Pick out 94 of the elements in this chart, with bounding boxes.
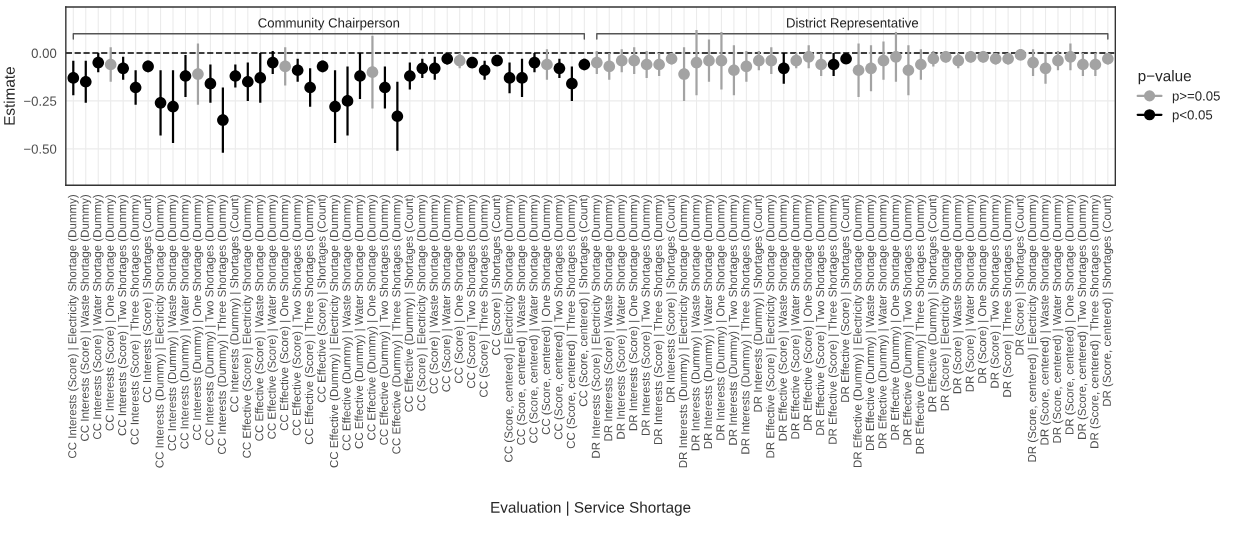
- x-tick-label: CC (Score) | Electricity Shortage (Dummy): [416, 195, 428, 411]
- x-tick-label: CC (Score) | Shortages (Count): [491, 195, 503, 355]
- x-tick-label: DR (Score) | Electricity Shortage (Dummy): [940, 195, 952, 411]
- x-tick-label: DR Interests (Score) | Waste Shortage (Dummy): [603, 195, 615, 441]
- x-tick-label: DR (Score, centered) | One Shortage (Dummy): [1065, 194, 1076, 435]
- x-tick-label: DR Interests (Dummy) | Electricity Shortage (Dummy): [678, 195, 690, 468]
- x-tick-label: DR Effective (Dummy) | Waste Shortage (Dummy): [865, 195, 877, 450]
- x-tick-label: DR Interests (Score) | Shortages (Count): [666, 195, 677, 402]
- x-tick-label: CC Interests (Dummy) | Two Shortages (Dummy): [205, 195, 216, 446]
- x-tick-label: CC Interests (Score) | Waste Shortage (Dummy): [80, 195, 92, 441]
- x-tick-label: DR (Score, centered) | Water Shortage (Dummy): [1052, 194, 1064, 443]
- x-tick-label: DR Interests (Score) | One Shortage (Dummy): [628, 195, 640, 431]
- x-tick-label: CC (Score, centered) | Electricity Shortage (Dummy): [504, 195, 515, 462]
- x-tick-label: DR Interests (Score) | Three Shortages (Dummy): [653, 194, 665, 445]
- x-tick-label: DR Interests (Dummy) | Two Shortages (Dummy): [728, 195, 740, 445]
- x-tick-label: CC Interests (Score) | One Shortage (Dummy): [105, 195, 117, 431]
- x-tick-label: DR (Score, centered) | Waste Shortage (Dummy): [1040, 195, 1051, 445]
- y-tick-label: −0.25: [24, 96, 57, 106]
- x-tick-label: DR Effective (Dummy) | One Shortage (Dummy): [890, 195, 902, 440]
- x-tick-label: CC Interests (Dummy) | Electricity Shortage (Dummy): [155, 195, 166, 468]
- y-axis-title: Estimate: [3, 67, 15, 125]
- x-tick-label: CC Interests (Dummy) | Shortages (Count): [229, 195, 241, 412]
- x-tick-label: DR Effective (Score) | Water Shortage (Dummy): [790, 195, 802, 439]
- x-tick-label: CC Interests (Score) | Water Shortage (Dummy): [92, 195, 104, 440]
- x-tick-label: DR Effective (Score) | One Shortage (Dummy): [803, 195, 815, 430]
- x-tick-label: DR (Score) | Shortages (Count): [1015, 195, 1026, 355]
- y-tick-label: −0.50: [24, 144, 57, 154]
- annotation: District Representative: [787, 17, 919, 31]
- x-tick-label: CC Interests (Dummy) | Waste Shortage (Dummy): [167, 195, 179, 451]
- x-tick-label: CC (Score, centered) | Water Shortage (Dummy): [529, 194, 540, 443]
- x-tick-label: CC Effective (Score) | Three Shortages (Dummy): [304, 195, 316, 445]
- x-tick-label: DR Effective (Score) | Electricity Shortage (Dummy): [765, 195, 777, 458]
- x-tick-label: DR (Score) | Two Shortages (Dummy): [990, 195, 1002, 388]
- x-tick-label: DR Effective (Dummy) | Electricity Shortage (Dummy): [853, 195, 864, 468]
- x-tick-label: DR Interests (Dummy) | Water Shortage (Dummy): [703, 195, 715, 449]
- x-tick-label: CC Interests (Score) | Three Shortages (Dummy): [130, 194, 142, 445]
- x-tick-label: CC Interests (Dummy) | Water Shortage (Dummy): [180, 195, 191, 449]
- x-tick-label: DR Effective (Score) | Three Shortages (Dummy): [828, 195, 840, 444]
- x-tick-label: DR (Score) | Three Shortages (Dummy): [1002, 195, 1014, 397]
- x-tick-label: DR (Score, centered) | Two Shortages (Dummy): [1077, 194, 1089, 439]
- x-tick-label: DR Effective (Dummy) | Two Shortages (Dummy): [903, 195, 914, 445]
- legend-title: p−value: [1138, 70, 1191, 85]
- x-tick-label: CC Interests (Dummy) | Three Shortages (Dummy): [217, 194, 229, 454]
- x-tick-label: DR Effective (Dummy) | Shortages (Count): [927, 195, 939, 412]
- x-tick-label: DR (Score, centered) | Electricity Shortage (Dummy): [1027, 195, 1039, 462]
- x-tick-label: CC (Score) | Water Shortage (Dummy): [441, 195, 453, 392]
- x-tick-label: DR Effective (Dummy) | Three Shortages (Dummy): [915, 195, 927, 454]
- y-tick-label: 0.00: [31, 48, 57, 58]
- x-tick-label: CC Effective (Score) | Water Shortage (Dummy): [267, 195, 279, 439]
- x-tick-label: CC Interests (Score) | Two Shortages (Dummy): [117, 195, 129, 436]
- legend-label: p<0.05: [1172, 110, 1213, 123]
- x-tick-label: CC Effective (Score) | One Shortage (Dummy): [279, 195, 291, 431]
- x-tick-label: CC Effective (Dummy) | Electricity Shortage (Dummy): [329, 195, 341, 468]
- x-tick-label: DR (Score, centered) | Three Shortages (Dummy): [1089, 194, 1101, 448]
- x-tick-label: CC Effective (Dummy) | Two Shortages (Dummy): [379, 195, 391, 445]
- x-tick-label: CC (Score, centered) | Three Shortages (Dummy): [566, 194, 578, 449]
- x-tick-label: CC Interests (Dummy) | One Shortage (Dummy): [192, 195, 204, 441]
- x-tick-label: CC Effective (Dummy) | Shortages (Count): [404, 195, 416, 412]
- x-tick-label: CC Effective (Score) | Shortages (Count): [317, 195, 328, 403]
- x-tick-label: CC Effective (Score) | Waste Shortage (Dummy): [254, 195, 266, 441]
- x-tick-label: CC Effective (Dummy) | One Shortage (Dummy): [367, 195, 378, 440]
- x-tick-label: DR Interests (Dummy) | Three Shortages (Dummy): [740, 194, 752, 454]
- x-tick-label: DR Effective (Score) | Two Shortages (Dummy): [815, 195, 827, 435]
- x-tick-label: CC (Score, centered) | Waste Shortage (Dummy): [516, 195, 528, 445]
- annotation: Community Chairperson: [258, 17, 400, 31]
- x-tick-label: CC Effective (Dummy) | Water Shortage (Dummy): [354, 195, 366, 449]
- x-tick-label: CC Effective (Dummy) | Waste Shortage (Dummy): [342, 195, 353, 451]
- x-tick-label: CC (Score, centered) | Shortages (Count): [578, 195, 590, 407]
- x-tick-label: CC Effective (Score) | Two Shortages (Dummy): [292, 195, 304, 436]
- x-tick-label: DR Effective (Score) | Waste Shortage (Dummy): [778, 195, 790, 441]
- x-tick-label: CC (Score) | Waste Shortage (Dummy): [429, 195, 441, 394]
- x-tick-label: DR Interests (Score) | Electricity Shortage (Dummy): [591, 195, 603, 458]
- x-tick-label: DR Interests (Score) | Two Shortages (Dummy): [641, 195, 653, 436]
- x-tick-label: DR Interests (Dummy) | Shortages (Count): [753, 195, 765, 412]
- x-tick-label: CC Effective (Score) | Electricity Shortage (Dummy): [242, 195, 254, 458]
- x-tick-label: DR (Score) | Waste Shortage (Dummy): [952, 195, 964, 394]
- x-tick-label: DR (Score) | One Shortage (Dummy): [977, 195, 989, 383]
- x-tick-label: CC (Score, centered) | One Shortage (Dummy): [541, 194, 553, 435]
- x-tick-label: DR Interests (Dummy) | Waste Shortage (Dummy): [691, 195, 702, 451]
- x-tick-label: CC (Score) | Two Shortages (Dummy): [466, 195, 478, 389]
- legend-label: p>=0.05: [1172, 91, 1220, 104]
- x-tick-label: CC Interests (Score) | Electricity Shortage (Dummy): [67, 195, 79, 459]
- x-tick-label: CC Interests (Score) | Shortages (Count): [142, 195, 154, 403]
- x-tick-label: DR Interests (Score) | Water Shortage (Dummy): [616, 195, 628, 439]
- x-tick-label: CC Effective (Dummy) | Three Shortages (Dummy): [391, 195, 403, 454]
- x-tick-label: DR (Score) | Water Shortage (Dummy): [965, 195, 977, 392]
- x-tick-label: DR Interests (Dummy) | One Shortage (Dummy): [716, 195, 727, 440]
- x-axis-title: Evaluation | Service Shortage: [491, 501, 691, 516]
- x-tick-label: CC (Score, centered) | Two Shortages (Dummy): [554, 194, 565, 440]
- x-tick-label: DR (Score, centered) | Shortages (Count): [1102, 195, 1114, 406]
- x-tick-label: CC (Score) | One Shortage (Dummy): [454, 195, 466, 384]
- x-tick-label: DR Effective (Dummy) | Water Shortage (Dummy): [878, 195, 889, 449]
- x-tick-label: DR Effective (Score) | Shortages (Count): [840, 195, 852, 402]
- x-tick-label: CC (Score) | Three Shortages (Dummy): [479, 195, 491, 397]
